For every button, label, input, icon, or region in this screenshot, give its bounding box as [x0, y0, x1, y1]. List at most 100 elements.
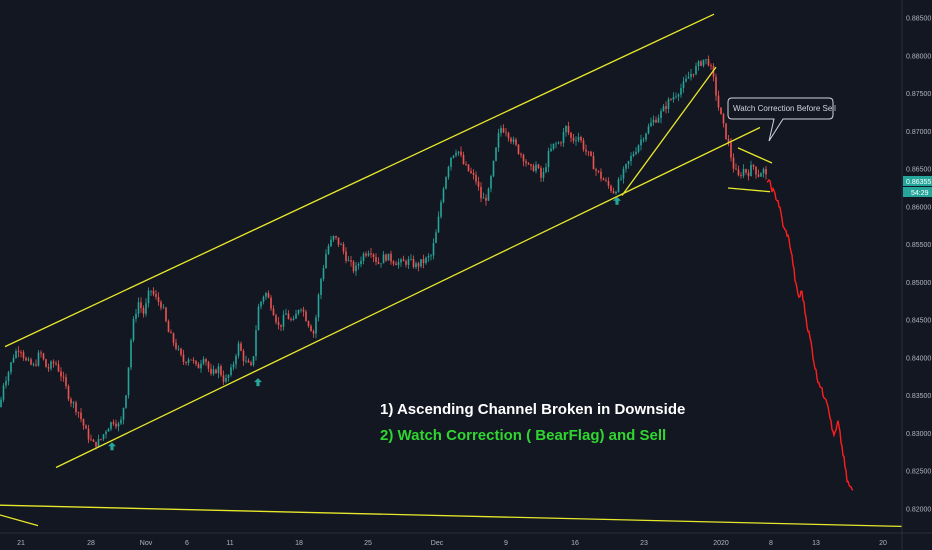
candle: [590, 150, 592, 157]
candle: [132, 316, 135, 343]
candle: [690, 69, 692, 81]
candle: [760, 172, 762, 177]
candle: [100, 438, 102, 441]
candle: [445, 176, 447, 190]
candle: [215, 368, 217, 374]
annotation-line-1: 1) Ascending Channel Broken in Downside: [380, 401, 685, 418]
candle: [512, 136, 515, 145]
candle: [477, 176, 480, 191]
candle: [12, 354, 15, 364]
trendline-layer: [0, 13, 903, 528]
candle: [400, 257, 402, 267]
candle: [322, 264, 325, 282]
candle: [642, 137, 645, 143]
candle: [105, 430, 107, 439]
candle: [197, 362, 200, 369]
candle: [490, 174, 492, 193]
candle: [350, 256, 352, 267]
candle: [115, 419, 117, 429]
y-tick-label: 0.82500: [906, 469, 931, 476]
candle: [397, 258, 400, 269]
candle: [682, 76, 685, 93]
x-tick-label: 28: [87, 540, 95, 547]
candle: [170, 329, 172, 334]
trendline-channel-lower[interactable]: [55, 126, 761, 469]
candle: [300, 308, 302, 313]
candle: [330, 235, 332, 248]
candle: [180, 347, 182, 357]
candle: [292, 315, 295, 321]
candle: [345, 247, 347, 264]
candle: [62, 371, 65, 382]
candle: [285, 308, 287, 315]
candle: [650, 117, 652, 127]
candle: [612, 187, 615, 194]
candle: [722, 112, 725, 128]
candle: [97, 434, 100, 448]
candle: [570, 131, 572, 143]
candle: [112, 419, 115, 426]
candle: [342, 241, 345, 255]
candle: [92, 438, 95, 442]
candle: [35, 359, 37, 367]
candle: [207, 360, 210, 373]
candle: [637, 144, 640, 154]
candle: [702, 59, 705, 68]
trendline-descending-fragment[interactable]: [0, 514, 39, 527]
candle: [525, 159, 527, 167]
candle: [275, 313, 277, 325]
candle: [630, 152, 632, 166]
candle: [302, 306, 305, 317]
candle: [560, 141, 562, 147]
candle: [597, 170, 600, 174]
projection-series: [766, 178, 854, 491]
candle: [645, 132, 647, 142]
candle: [230, 364, 232, 377]
candle: [245, 355, 247, 364]
x-tick-label: 18: [295, 540, 303, 547]
candle: [2, 383, 5, 403]
candle: [532, 163, 535, 172]
candle: [742, 164, 745, 179]
candle: [347, 256, 350, 262]
candle: [137, 297, 140, 318]
candle: [127, 367, 130, 399]
last-price-value: 0.86355: [906, 179, 931, 186]
trendline-flag-upper[interactable]: [737, 147, 773, 164]
candle: [647, 123, 650, 135]
candle: [750, 160, 752, 177]
candle: [200, 359, 202, 373]
candle: [470, 167, 472, 174]
trendline-flag-lower[interactable]: [727, 187, 771, 193]
candle: [582, 137, 585, 152]
up-arrow-icon: [613, 196, 621, 205]
candle: [360, 256, 362, 268]
time-axis[interactable]: 21 28 Nov 6 11 18 25 Dec 9 16 23 2020 8 13 20: [17, 540, 887, 547]
trendline-channel-upper[interactable]: [4, 13, 715, 348]
arrow-layer: [108, 196, 621, 451]
candle: [422, 254, 425, 269]
candle: [192, 357, 195, 364]
candle: [515, 137, 517, 147]
candle: [540, 165, 542, 182]
price-axis[interactable]: 0.88500 0.88000 0.87500 0.87000 0.86500 0.860…: [906, 16, 931, 514]
candle: [435, 229, 437, 244]
candle: [147, 287, 150, 308]
trendline-rally-support[interactable]: [621, 66, 717, 196]
candle: [765, 165, 767, 180]
last-price-badge: [903, 176, 932, 186]
candle: [52, 359, 55, 368]
candle: [520, 152, 522, 158]
candle: [85, 424, 87, 429]
candle: [195, 360, 197, 367]
candle: [277, 317, 280, 330]
candle: [327, 243, 330, 255]
candle: [50, 360, 52, 371]
candle: [142, 305, 145, 318]
trendline-long-support[interactable]: [0, 504, 903, 528]
candle: [580, 135, 582, 143]
candle: [687, 71, 690, 79]
candle: [340, 242, 342, 246]
